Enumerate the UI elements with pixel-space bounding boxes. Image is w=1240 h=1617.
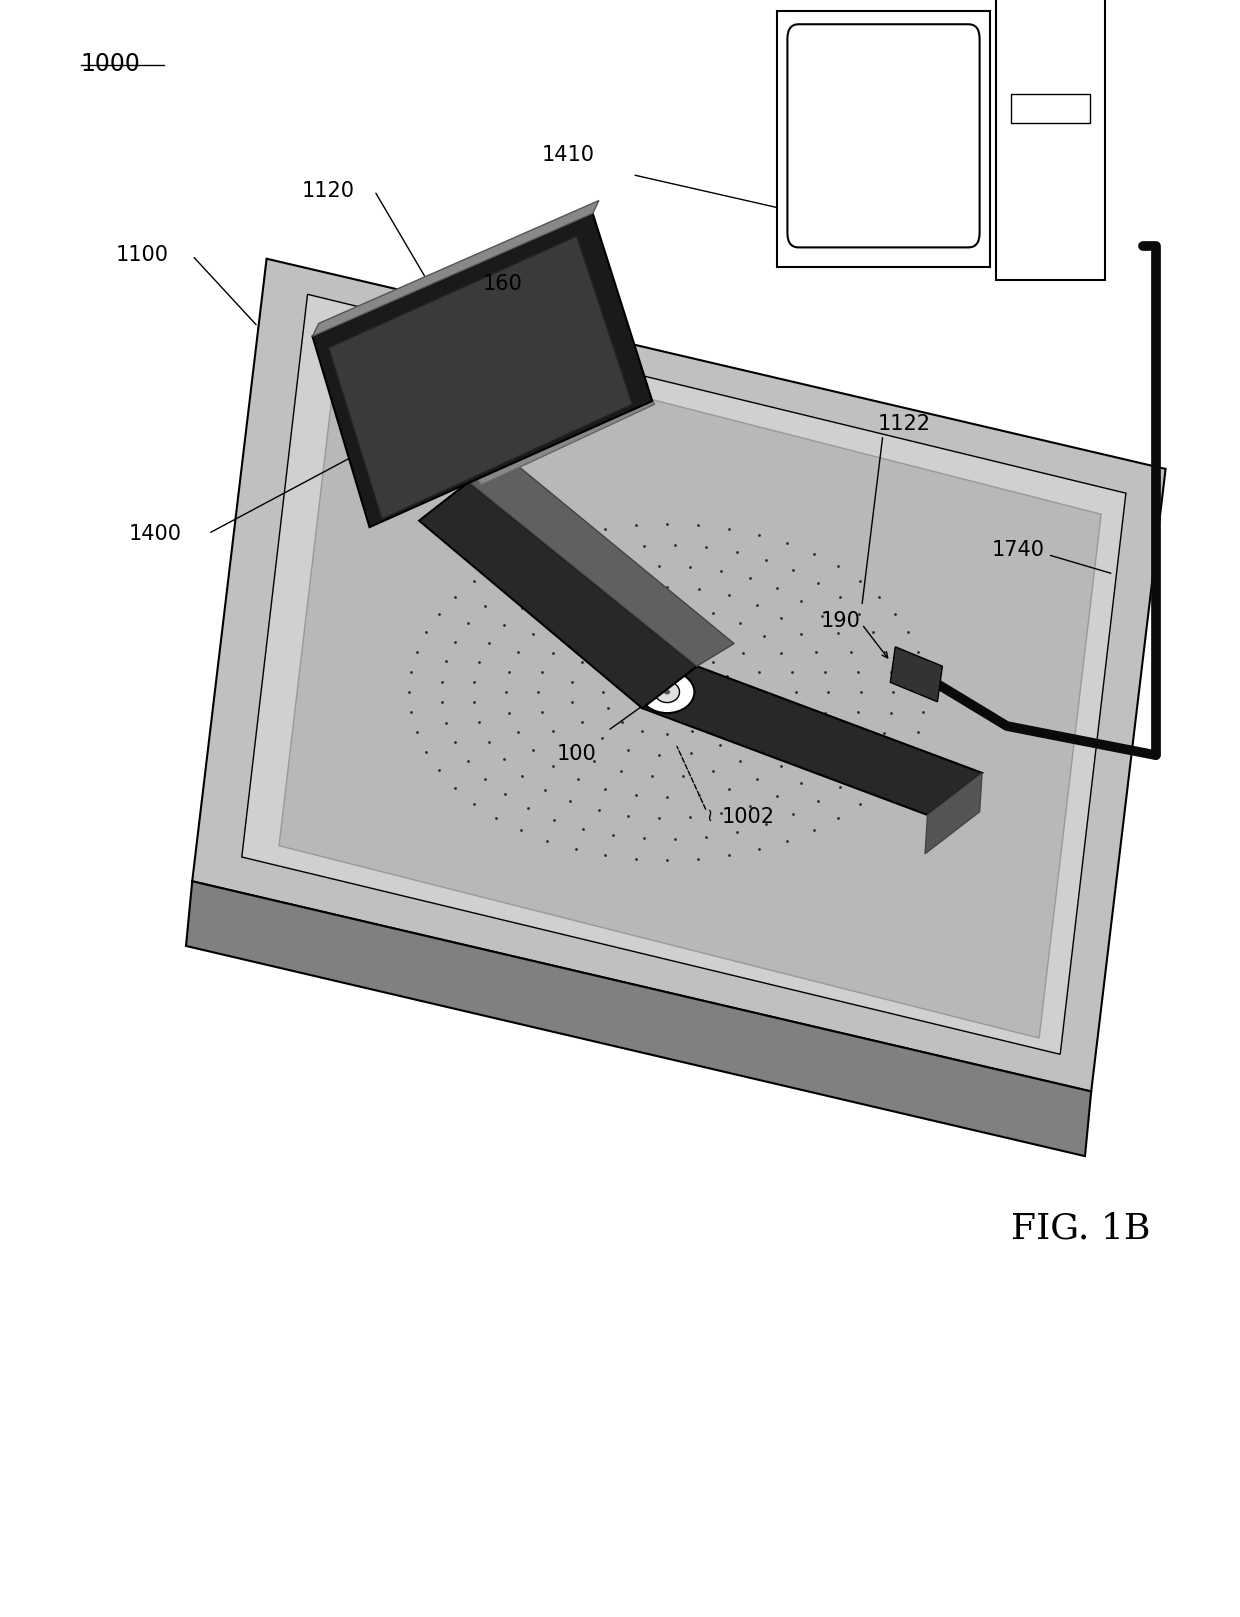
Text: 160: 160 [482,275,522,294]
Polygon shape [312,201,599,336]
Polygon shape [890,647,942,702]
Text: 1400: 1400 [129,524,181,543]
Polygon shape [642,666,982,815]
Text: ~: ~ [701,805,718,821]
Text: 1122: 1122 [878,414,931,433]
FancyBboxPatch shape [787,24,980,247]
Text: 1000: 1000 [81,52,140,76]
Polygon shape [279,320,1101,1038]
Text: 1740: 1740 [992,540,1045,559]
Text: 100: 100 [557,744,596,763]
Polygon shape [242,294,1126,1054]
Ellipse shape [665,689,670,695]
FancyBboxPatch shape [1011,94,1090,123]
Polygon shape [925,773,982,854]
FancyBboxPatch shape [777,11,990,267]
Text: 1100: 1100 [117,246,169,265]
Ellipse shape [655,682,680,703]
Text: 1002: 1002 [722,807,775,826]
Polygon shape [456,367,655,485]
Polygon shape [312,213,652,527]
Ellipse shape [640,671,694,713]
Text: 190: 190 [821,611,861,631]
Text: 1120: 1120 [303,181,355,201]
Polygon shape [329,236,632,519]
Polygon shape [419,482,697,708]
Polygon shape [186,881,1091,1156]
Polygon shape [192,259,1166,1091]
FancyBboxPatch shape [996,0,1105,280]
Text: 1410: 1410 [542,146,594,165]
Polygon shape [469,456,734,666]
Polygon shape [419,327,630,450]
Text: FIG. 1B: FIG. 1B [1011,1211,1149,1247]
